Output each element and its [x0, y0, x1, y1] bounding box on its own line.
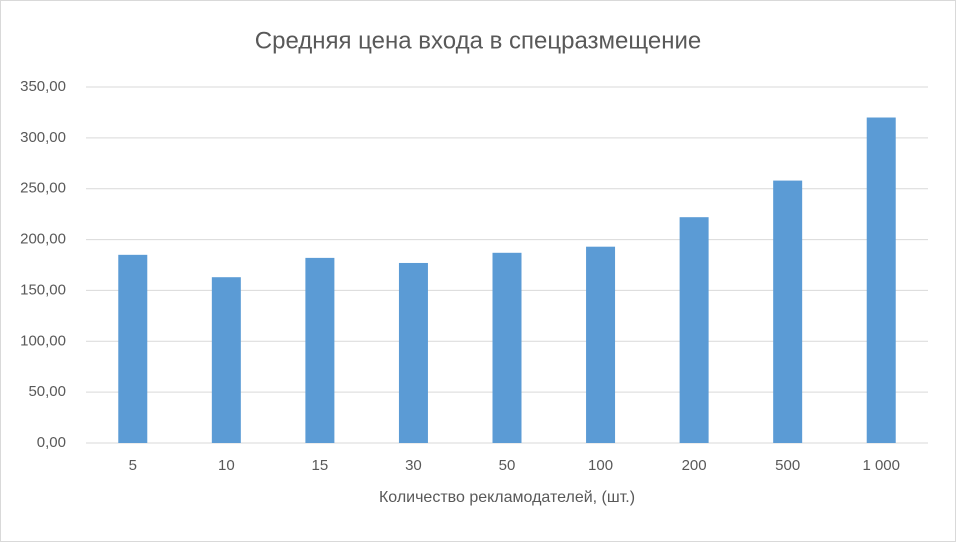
bar: [305, 257, 335, 443]
bar: [773, 180, 803, 443]
x-tick-label: 50: [499, 457, 516, 474]
y-tick-label: 300,00: [20, 129, 66, 146]
x-tick-label: 30: [405, 457, 422, 474]
y-tick-label: 200,00: [20, 231, 66, 248]
bar: [586, 246, 616, 443]
y-tick-label: 150,00: [20, 281, 66, 298]
y-tick-label: 50,00: [28, 383, 66, 400]
x-axis-title: Количество рекламодателей, (шт.): [379, 489, 635, 506]
bar: [866, 117, 896, 443]
bar: [679, 217, 709, 443]
bar: [211, 277, 241, 443]
y-tick-label: 350,00: [20, 78, 66, 95]
x-tick-label: 1 000: [862, 457, 900, 474]
bar: [492, 252, 522, 443]
y-tick-label: 250,00: [20, 180, 66, 197]
x-tick-label: 200: [682, 457, 707, 474]
x-tick-label: 500: [775, 457, 800, 474]
y-tick-label: 100,00: [20, 332, 66, 349]
x-tick-label: 100: [588, 457, 613, 474]
y-tick-label: 0,00: [37, 434, 66, 451]
x-tick-label: 10: [218, 457, 235, 474]
bar: [118, 254, 148, 443]
x-tick-label: 5: [129, 457, 137, 474]
bar: [398, 262, 428, 443]
chart-title: Средняя цена входа в спецразмещение: [255, 27, 701, 54]
x-tick-label: 15: [312, 457, 329, 474]
